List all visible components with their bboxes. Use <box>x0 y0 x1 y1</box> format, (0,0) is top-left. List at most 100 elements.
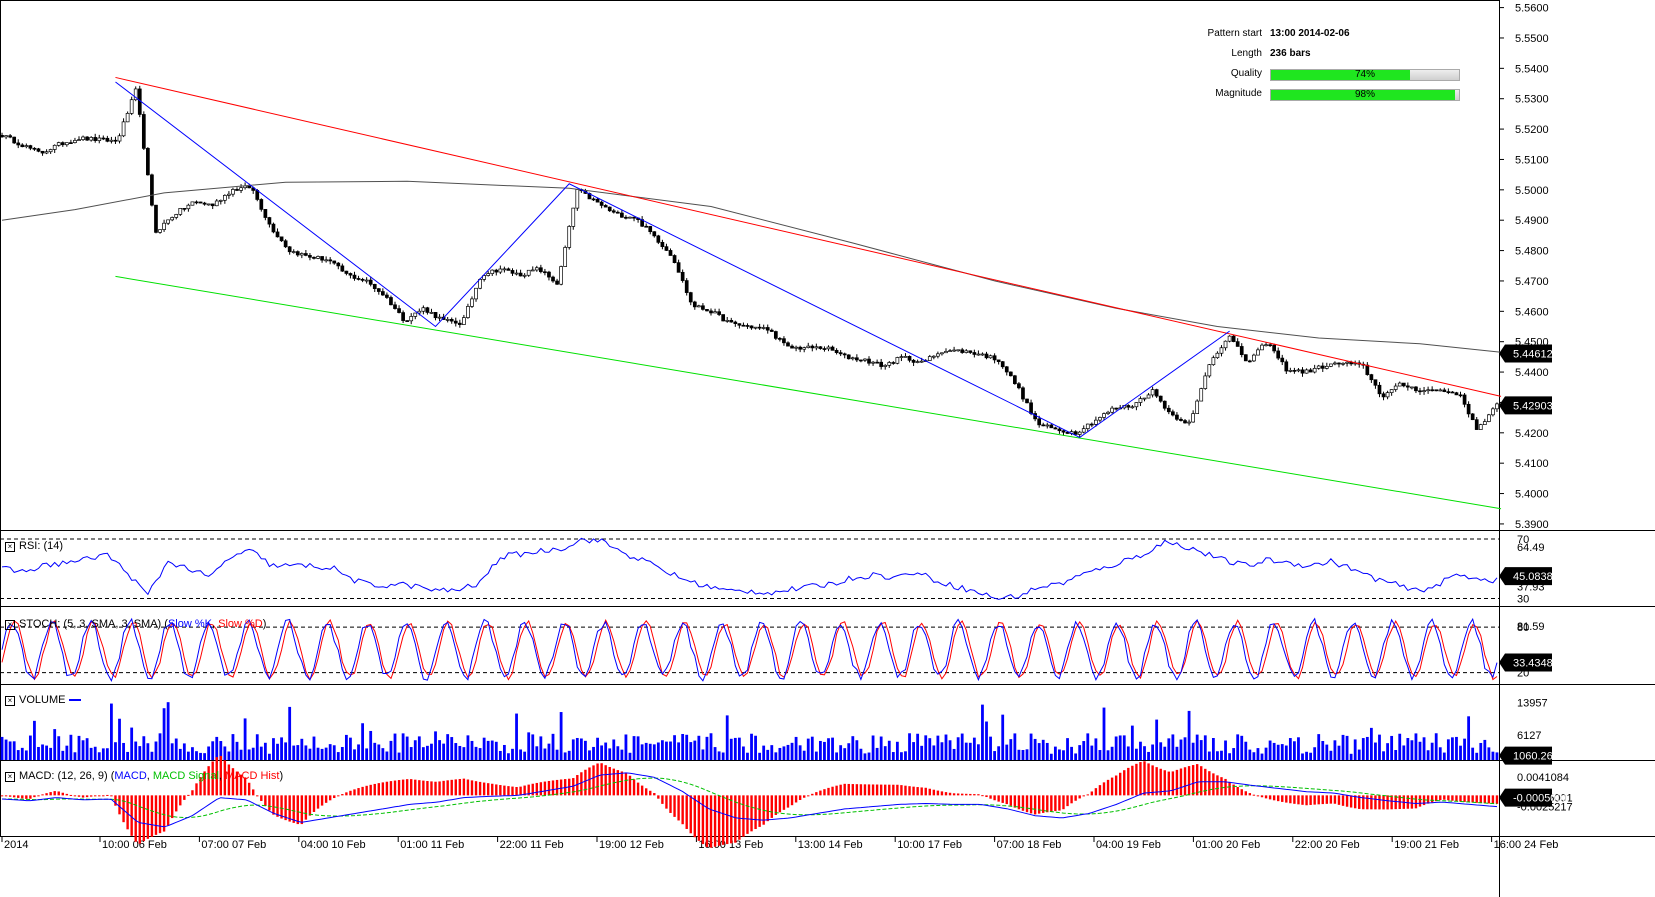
close-panel-icon[interactable]: × <box>5 696 15 706</box>
macd-hist-bar <box>45 793 48 796</box>
candle-body <box>644 225 649 228</box>
macd-hist-bar <box>1143 761 1146 796</box>
volume-bar <box>1211 737 1215 760</box>
volume-bar <box>105 748 109 760</box>
macd-hist-bar <box>247 782 251 796</box>
volume-bar <box>535 746 539 760</box>
candle-body <box>348 273 353 276</box>
candle-body <box>312 256 316 259</box>
volume-bar <box>1329 750 1333 760</box>
macd-hist-bar <box>312 795 316 812</box>
candle-body <box>109 139 114 142</box>
volume-bar <box>681 733 685 760</box>
volume-bar <box>235 741 239 760</box>
volume-bar <box>1135 748 1138 760</box>
candle-body <box>1102 413 1106 418</box>
macd-hist-bar <box>442 780 445 796</box>
macd-hist-bar <box>1220 777 1223 796</box>
macd-hist-bar <box>1447 795 1450 801</box>
macd-hist-bar <box>405 779 409 796</box>
candle-body <box>1049 424 1054 429</box>
volume-bar <box>393 733 397 760</box>
macd-hist-bar <box>1135 763 1138 796</box>
volume-bar <box>219 741 223 760</box>
volume-bar <box>713 747 717 760</box>
candle-body <box>69 142 73 144</box>
y-tick-label: 5.4900 <box>1515 215 1549 227</box>
volume-bar <box>547 743 551 760</box>
macd-hist-bar <box>1443 795 1446 800</box>
volume-bar <box>673 735 676 760</box>
macd-hist-bar <box>85 795 89 798</box>
macd-hist-bar <box>499 785 502 796</box>
macd-hist-bar <box>928 788 931 796</box>
volume-bar <box>859 748 863 760</box>
macd-hist-bar <box>57 791 60 796</box>
quality-row: Quality 74% <box>1190 66 1470 86</box>
candle-body <box>158 229 162 233</box>
candle-body <box>372 283 377 290</box>
macd-hist-bar <box>53 791 56 796</box>
macd-hist-bar <box>1118 772 1122 796</box>
y-tick-label: 5.5300 <box>1515 94 1549 106</box>
volume-bar <box>1021 749 1025 760</box>
macd-hist-bar <box>576 775 579 796</box>
volume-bar <box>1256 748 1260 760</box>
macd-hist-bar <box>717 795 721 846</box>
candle-body <box>1333 362 1337 365</box>
close-panel-icon[interactable]: × <box>5 542 15 552</box>
candle-body <box>672 255 677 263</box>
candle-body <box>105 137 110 142</box>
volume-bar <box>904 751 907 760</box>
volume-bar <box>1446 739 1450 760</box>
macd-hist-bar <box>701 795 705 845</box>
close-panel-icon[interactable]: × <box>5 772 15 782</box>
macd-hist-bar <box>150 795 154 837</box>
volume-bar <box>4 739 8 760</box>
candle-body <box>1491 408 1495 416</box>
macd-hist-bar <box>1106 779 1110 796</box>
macd-hist-bar <box>584 769 587 796</box>
macd-hist-bar <box>681 795 684 825</box>
macd-hist-bar <box>1487 795 1491 804</box>
macd-hist-bar <box>175 795 178 812</box>
volume-bar <box>397 752 401 760</box>
volume-bar <box>1402 745 1406 760</box>
macd-signal-line <box>2 777 1498 818</box>
candle-body <box>1284 361 1289 372</box>
volume-bar <box>1333 740 1337 760</box>
candle-body <box>1430 389 1435 392</box>
macd-hist-bar <box>142 795 146 842</box>
volume-bar <box>831 737 834 760</box>
close-panel-icon[interactable]: × <box>5 620 15 630</box>
volume-bar <box>985 721 988 760</box>
candle-body <box>1426 389 1430 392</box>
candle-body <box>729 320 734 323</box>
volume-bar <box>1430 742 1434 760</box>
candle-body <box>474 287 478 300</box>
rsi-tick-label: 64.49 <box>1517 542 1545 554</box>
candle-body <box>871 361 875 364</box>
x-tick-label: 10:00 17 Feb <box>897 839 962 851</box>
macd-hist-bar <box>49 792 52 796</box>
macd-hist-bar <box>231 768 235 796</box>
rsi-last-label: 45.0838 <box>1513 571 1553 583</box>
rsi-panel-title: × RSI: (14) <box>5 540 63 552</box>
volume-title: VOLUME <box>19 694 66 706</box>
volume-bar <box>920 745 924 760</box>
volume-bar <box>1183 737 1187 760</box>
macd-hist-bar <box>438 781 441 796</box>
candle-body <box>1037 418 1042 426</box>
candle-body <box>1098 417 1102 421</box>
volume-bar <box>69 734 73 760</box>
volume-bar <box>705 736 709 760</box>
volume-bar <box>1483 739 1487 760</box>
candle-body <box>1126 405 1131 408</box>
candle-body <box>806 345 811 348</box>
macd-hist-bar <box>835 785 838 796</box>
volume-bar <box>349 737 352 760</box>
macd-hist-bar <box>1463 795 1466 802</box>
macd-hist-bar <box>896 784 899 796</box>
candle-body <box>1316 365 1321 369</box>
